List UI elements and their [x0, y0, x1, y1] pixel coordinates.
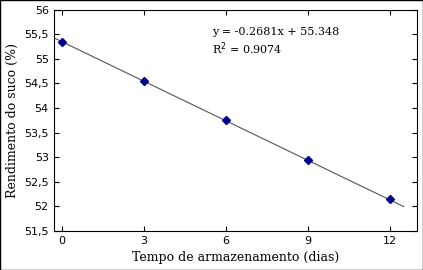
X-axis label: Tempo de armazenamento (dias): Tempo de armazenamento (dias) — [132, 251, 339, 264]
Text: R$^2$ = 0.9074: R$^2$ = 0.9074 — [212, 40, 283, 57]
Y-axis label: Rendimento do suco (%): Rendimento do suco (%) — [5, 43, 19, 198]
Text: y = -0.2681x + 55.348: y = -0.2681x + 55.348 — [212, 27, 340, 37]
